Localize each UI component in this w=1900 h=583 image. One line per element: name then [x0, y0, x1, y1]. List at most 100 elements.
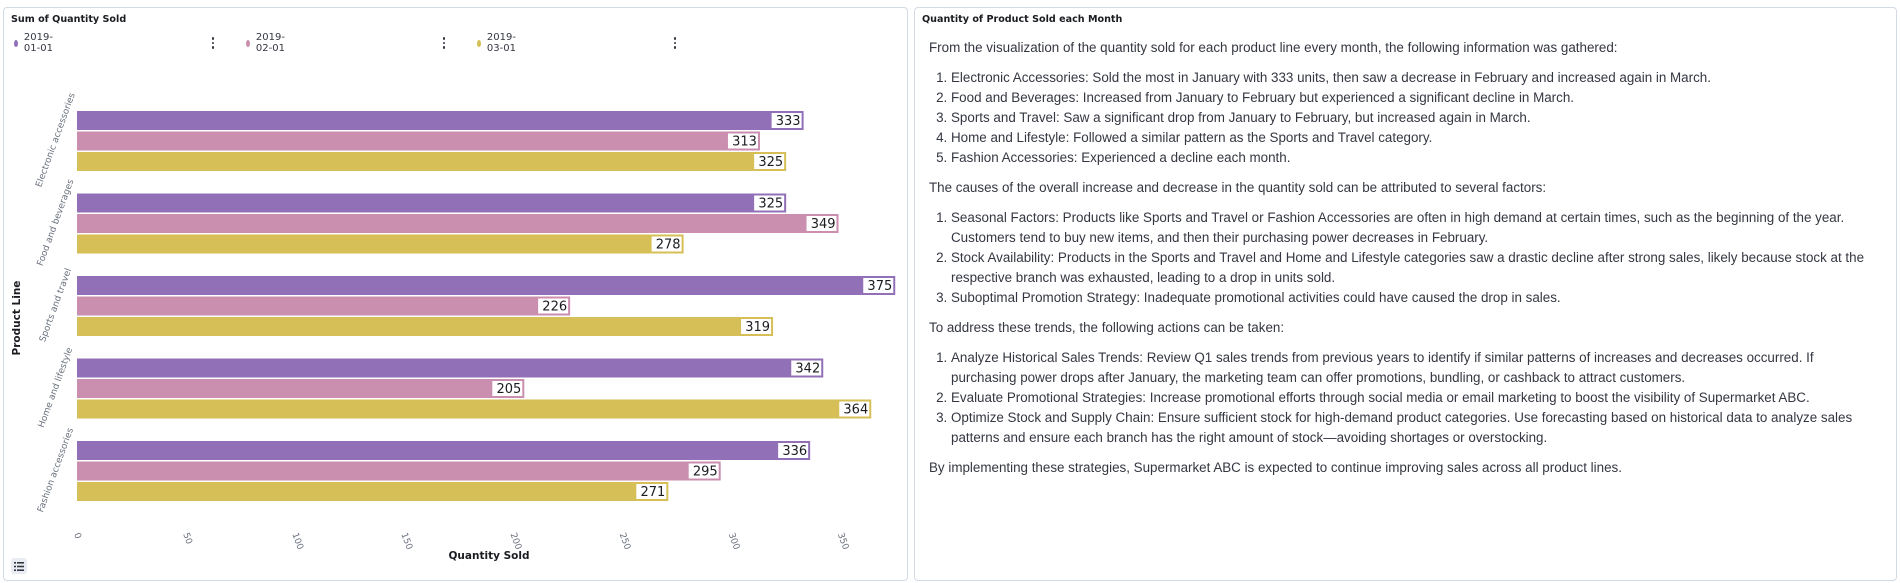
bar[interactable]	[77, 399, 872, 419]
chart-panel-title: Sum of Quantity Sold	[11, 14, 127, 25]
bar-label-background	[791, 360, 822, 376]
bar-value-label: 295	[693, 465, 718, 480]
x-tick-label: 200	[508, 532, 523, 552]
bar-label-background	[806, 216, 837, 231]
legend-item-jan[interactable]: 2019-01-01	[14, 32, 56, 54]
causes-list: Seasonal Factors: Products like Sports a…	[929, 208, 1882, 308]
conclusion-paragraph: By implementing these strategies, Superm…	[929, 460, 1622, 475]
bar-value-label: 336	[782, 444, 807, 459]
legend-label: 2019-01-01	[23, 32, 53, 54]
bar-label-background	[754, 195, 785, 211]
list-item: Suboptimal Promotion Strategy: Inadequat…	[951, 288, 1882, 308]
legend-item-mar[interactable]: 2019-03-01	[477, 32, 519, 54]
category-label: Sports and travel	[38, 267, 74, 343]
bar[interactable]	[77, 276, 896, 295]
legend-options-icon[interactable]	[671, 36, 679, 50]
markdown-panel: Quantity of Product Sold each Month From…	[914, 7, 1897, 581]
intro-paragraph: From the visualization of the quantity s…	[929, 40, 1618, 55]
bar[interactable]	[77, 482, 669, 501]
x-tick-label: 0	[71, 532, 82, 541]
list-item: Optimize Stock and Supply Chain: Ensure …	[951, 408, 1882, 448]
x-tick-label: 300	[726, 532, 741, 552]
list-item: Food and Beverages: Increased from Janua…	[951, 88, 1882, 108]
category-label: Fashion accessories	[36, 426, 76, 513]
bar-value-label: 325	[758, 155, 783, 170]
bar-label-background	[651, 236, 682, 252]
category-label: Electronic accessories	[34, 92, 78, 189]
markdown-panel-title: Quantity of Product Sold each Month	[922, 14, 1123, 25]
bar-chart: 3333133253253492783752263193422053643362…	[11, 92, 896, 562]
bar-value-label: 333	[776, 114, 801, 129]
bar-label-background	[688, 463, 719, 479]
legend-dot-icon	[477, 39, 481, 47]
bar[interactable]	[77, 234, 684, 254]
list-icon	[14, 561, 24, 571]
bar-value-label: 325	[758, 197, 783, 212]
bar[interactable]	[77, 152, 787, 171]
list-item: Fashion Accessories: Experienced a decli…	[951, 148, 1882, 168]
bar[interactable]	[77, 111, 804, 130]
legend-toggle-button[interactable]	[11, 558, 27, 574]
bar[interactable]	[77, 317, 774, 336]
list-item: Home and Lifestyle: Followed a similar p…	[951, 128, 1882, 148]
bar-label-background	[839, 401, 870, 417]
bar-value-label: 319	[745, 320, 770, 335]
x-tick-label: 250	[617, 532, 632, 552]
x-axis-ticks: 0 50 100 150 200 250 300 350	[71, 532, 850, 552]
bar-label-background	[636, 484, 667, 499]
category-label: Home and lifestyle	[37, 346, 75, 429]
legend-options-icon[interactable]	[440, 36, 448, 50]
list-item: Seasonal Factors: Products like Sports a…	[951, 208, 1882, 248]
bar-value-label: 342	[795, 362, 820, 377]
x-tick-label: 150	[398, 532, 413, 552]
bar-value-label: 205	[496, 382, 521, 397]
bar[interactable]	[77, 441, 811, 460]
x-tick-label: 350	[835, 532, 850, 552]
bar-label-background	[754, 154, 785, 169]
legend-item-feb[interactable]: 2019-02-01	[246, 32, 288, 54]
bar-value-label: 313	[732, 135, 757, 150]
list-item: Electronic Accessories: Sold the most in…	[951, 68, 1882, 88]
bar[interactable]	[77, 461, 721, 481]
x-tick-label: 50	[180, 532, 193, 546]
markdown-body: From the visualization of the quantity s…	[929, 38, 1882, 488]
list-item: Analyze Historical Sales Trends: Review …	[951, 348, 1882, 388]
legend-label: 2019-02-01	[255, 32, 285, 54]
bar-label-background	[492, 381, 523, 396]
bar[interactable]	[77, 131, 760, 151]
list-item: Sports and Travel: Saw a significant dro…	[951, 108, 1882, 128]
bar[interactable]	[77, 193, 787, 213]
category-label: Food and beverages	[36, 178, 77, 268]
bar-label-background	[538, 298, 569, 314]
y-axis-title: Product Line	[11, 281, 23, 356]
bars-layer: 3333133253253492783752263193422053643362…	[77, 111, 896, 501]
legend-label: 2019-03-01	[486, 32, 516, 54]
bar-value-label: 278	[656, 238, 681, 253]
bar-value-label: 375	[867, 279, 892, 294]
bar-label-background	[727, 133, 758, 149]
bar[interactable]	[77, 358, 824, 378]
bar-value-label: 271	[640, 485, 665, 500]
actions-intro-paragraph: To address these trends, the following a…	[929, 320, 1285, 335]
bar-value-label: 364	[843, 403, 868, 418]
list-item: Stock Availability: Products in the Spor…	[951, 248, 1882, 288]
bar-label-background	[863, 278, 894, 293]
causes-intro-paragraph: The causes of the overall increase and d…	[929, 180, 1547, 195]
bar-label-background	[741, 319, 772, 334]
bar[interactable]	[77, 379, 525, 398]
legend-dot-icon	[14, 39, 18, 47]
bar[interactable]	[77, 214, 839, 233]
legend-options-icon[interactable]	[209, 36, 217, 50]
x-tick-label: 100	[289, 532, 304, 552]
list-item: Evaluate Promotional Strategies: Increas…	[951, 388, 1882, 408]
bar[interactable]	[77, 296, 571, 316]
observations-list: Electronic Accessories: Sold the most in…	[929, 68, 1882, 168]
bar-value-label: 226	[542, 300, 567, 315]
actions-list: Analyze Historical Sales Trends: Review …	[929, 348, 1882, 448]
bar-value-label: 349	[811, 217, 836, 232]
legend-dot-icon	[246, 39, 250, 47]
bar-label-background	[771, 113, 802, 128]
chart-panel: Sum of Quantity Sold 2019-01-01 2019-02-…	[3, 7, 908, 581]
x-axis-title: Quantity Sold	[449, 550, 530, 562]
